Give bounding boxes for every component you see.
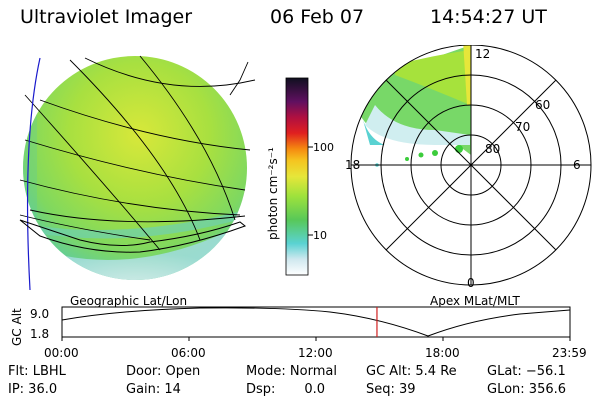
mlt-label-0: 0 <box>467 276 475 290</box>
time-label: 14:54:27 UT <box>430 6 547 28</box>
altitude-tick-high: 9.0 <box>30 307 49 321</box>
orbit-track-line <box>26 57 41 291</box>
door-status: Door: Open <box>126 364 201 379</box>
time-tick-0600: 06:00 <box>171 346 206 360</box>
right-panel-label: Apex MLat/MLT <box>430 294 520 308</box>
altitude-curve <box>61 307 571 337</box>
time-tick-1800: 18:00 <box>425 346 460 360</box>
polar-grid <box>350 45 592 286</box>
altitude-timeline: GC Alt 9.0 1.8 00:00 06:00 12:00 18:00 2… <box>10 306 587 360</box>
lat-label-80: 80 <box>485 142 500 156</box>
app-title: Ultraviolet Imager <box>20 6 193 28</box>
mlt-label-18: 18 <box>345 158 360 172</box>
lat-label-60: 60 <box>535 98 550 112</box>
geo-latitude-label: GLat: −56.1 <box>487 364 566 379</box>
mlt-label-12: 12 <box>475 47 490 61</box>
mode-label: Mode: Normal <box>246 364 337 379</box>
intensity-colorbar: 100 10 photon cm⁻²s⁻¹ <box>266 77 334 276</box>
time-tick-0000: 00:00 <box>44 346 79 360</box>
polar-emission-region <box>355 45 471 167</box>
earth-image <box>19 55 256 291</box>
lat-lon-grid <box>19 55 256 251</box>
time-tick-2359: 23:59 <box>552 346 587 360</box>
ip-label: IP: 36.0 <box>8 382 58 397</box>
polar-mlt-plot: 12 18 6 0 60 70 80 <box>345 45 592 290</box>
coastline-outline <box>19 219 247 253</box>
gain-label: Gain: 14 <box>126 382 181 397</box>
colorbar-tick-10: 10 <box>313 229 327 242</box>
altitude-plot-frame <box>61 306 571 338</box>
sequence-label: Seq: 39 <box>366 382 416 397</box>
filter-label: Flt: LBHL <box>8 364 66 379</box>
gc-altitude-label: GC Alt: 5.4 Re <box>366 364 457 379</box>
geo-longitude-label: GLon: 356.6 <box>487 382 567 397</box>
earth-disk <box>23 56 247 280</box>
colorbar-tick-100: 100 <box>313 141 334 154</box>
altitude-axis-label: GC Alt <box>10 308 24 346</box>
lat-label-70: 70 <box>515 120 530 134</box>
mlt-label-6: 6 <box>573 158 581 172</box>
altitude-tick-low: 1.8 <box>30 327 49 341</box>
left-panel-label: Geographic Lat/Lon <box>70 294 188 308</box>
colorbar-label: photon cm⁻²s⁻¹ <box>266 147 280 240</box>
dsp-label: Dsp: 0.0 <box>246 382 326 397</box>
time-tick-1200: 12:00 <box>298 346 333 360</box>
date-label: 06 Feb 07 <box>270 6 365 28</box>
